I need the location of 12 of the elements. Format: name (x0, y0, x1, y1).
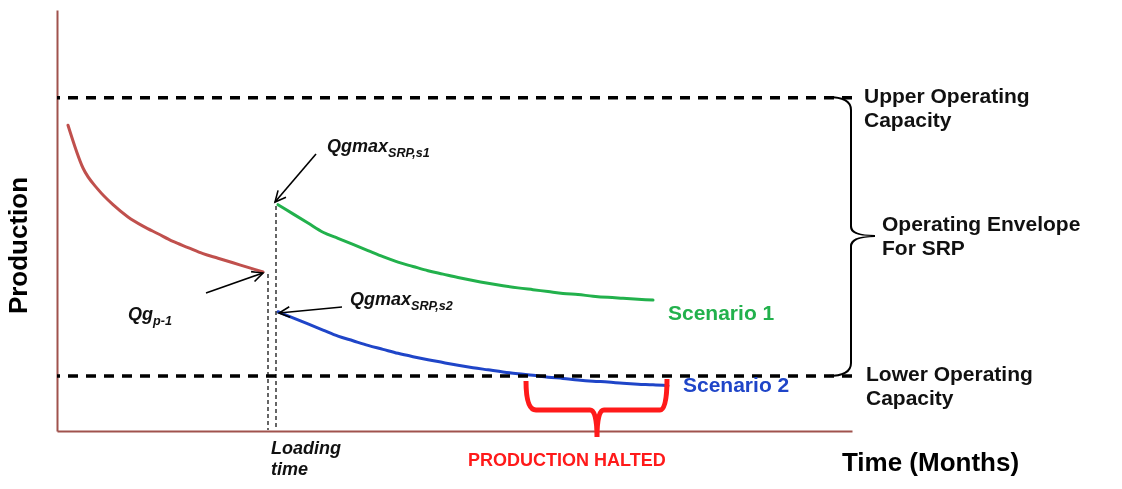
ref-line-label: Lower Operating Capacity (866, 361, 1034, 411)
ref-line-label: Upper Operating Capacity (864, 83, 1031, 132)
series-label: Scenario 2 (683, 372, 790, 396)
text: Loading time (271, 438, 342, 480)
text: Operating Envelope For SRP (882, 212, 1082, 261)
annotation: Qg$_{p-1}$ (128, 304, 172, 329)
text: PRODUCTION HALTED (468, 450, 666, 471)
annotation: Qgmax$_{SRP,s1}$ (327, 136, 430, 161)
series-label: Scenario 1 (668, 301, 775, 325)
x-axis-title: Time (Months) (841, 446, 1020, 477)
y-axis-title: Production (2, 176, 33, 315)
annotation: Qgmax$_{SRP,s2}$ (350, 289, 453, 314)
